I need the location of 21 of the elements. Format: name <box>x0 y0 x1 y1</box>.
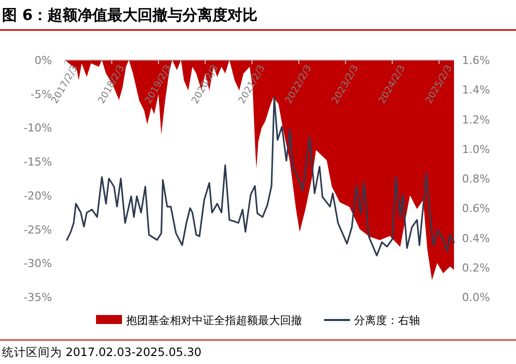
y-tick-label: -25% <box>24 223 52 236</box>
y-tick-label: -30% <box>24 257 52 270</box>
y-tick-label: -35% <box>24 291 52 304</box>
y-tick-label: -20% <box>24 189 52 202</box>
y2-tick-label: 0.6% <box>462 202 490 216</box>
y-tick-label: -15% <box>24 156 52 169</box>
y-tick-label: -10% <box>24 122 52 135</box>
y2-tick-label: 1.2% <box>462 113 490 126</box>
legend-label: 抱团基金相对中证全指超额最大回撤 <box>126 314 302 327</box>
chart-title: 图 6：超额净值最大回撤与分离度对比 <box>2 6 258 24</box>
y2-tick-label: 0.0% <box>462 291 490 304</box>
y2-tick-label: 1.6% <box>462 54 490 67</box>
legend-label: 分离度：右轴 <box>354 314 420 327</box>
y2-tick-label: 1.0% <box>462 142 490 156</box>
y-tick-label: -5% <box>30 88 52 101</box>
y2-tick-label: 0.4% <box>462 232 490 245</box>
y2-tick-label: 1.4% <box>462 84 490 97</box>
y-tick-label: 0% <box>34 54 52 67</box>
text: 统计区间为 2017.02.03-2025.05.30 <box>2 345 202 359</box>
y2-tick-label: 0.8% <box>462 172 490 186</box>
y2-tick-label: 0.2% <box>462 261 490 274</box>
